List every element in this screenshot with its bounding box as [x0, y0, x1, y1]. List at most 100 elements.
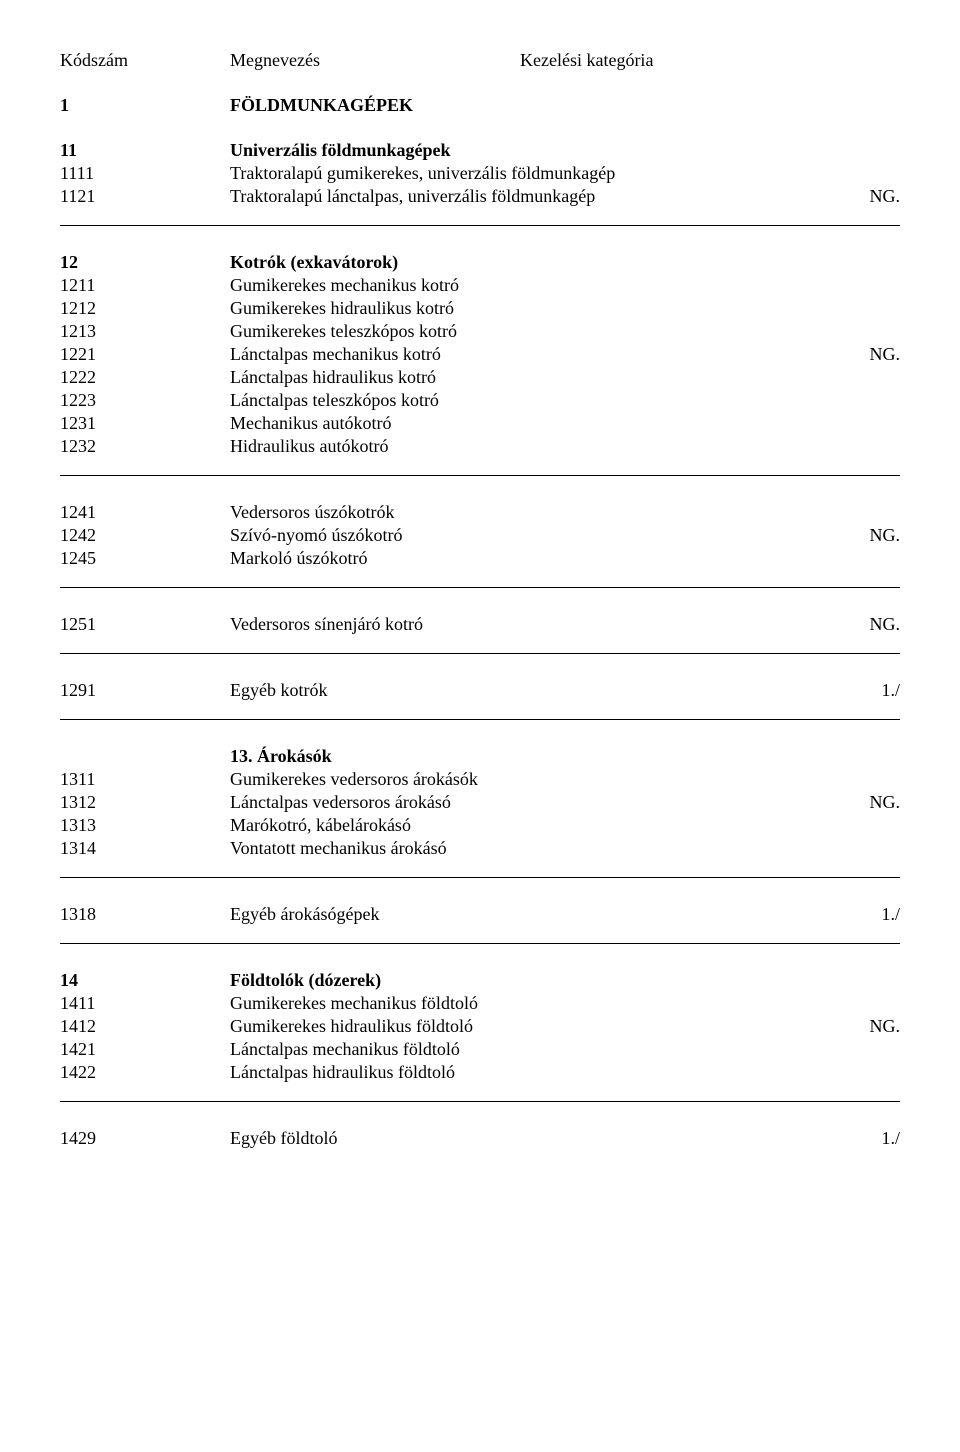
- name: Markoló úszókotró: [230, 548, 830, 569]
- name: Lánctalpas vedersoros árokásó: [230, 792, 830, 813]
- code: 1222: [60, 367, 230, 388]
- name: Vedersoros sínenjáró kotró: [230, 614, 830, 635]
- divider: [60, 943, 900, 944]
- row-1212: 1212 Gumikerekes hidraulikus kotró: [60, 298, 900, 319]
- cat: NG.: [830, 186, 900, 207]
- code: 1232: [60, 436, 230, 457]
- name: Földtolók (dózerek): [230, 970, 830, 991]
- code: 12: [60, 252, 230, 273]
- code: 1429: [60, 1128, 230, 1149]
- code: 1311: [60, 769, 230, 790]
- divider: [60, 587, 900, 588]
- code: 1312: [60, 792, 230, 813]
- code: 1: [60, 95, 230, 116]
- code: 1211: [60, 275, 230, 296]
- code: 1245: [60, 548, 230, 569]
- code: 1291: [60, 680, 230, 701]
- row-1121: 1121 Traktoralapú lánctalpas, univerzáli…: [60, 186, 900, 207]
- name: Kotrók (exkavátorok): [230, 252, 830, 273]
- name: FÖLDMUNKAGÉPEK: [230, 95, 830, 116]
- name: Vontatott mechanikus árokásó: [230, 838, 830, 859]
- code: 1223: [60, 390, 230, 411]
- row-1232: 1232 Hidraulikus autókotró: [60, 436, 900, 457]
- row-1222: 1222 Lánctalpas hidraulikus kotró: [60, 367, 900, 388]
- cat: 1./: [830, 680, 900, 701]
- code: 1318: [60, 904, 230, 925]
- name: Egyéb kotrók: [230, 680, 830, 701]
- name: Gumikerekes hidraulikus kotró: [230, 298, 830, 319]
- divider: [60, 1101, 900, 1102]
- row-1221: 1221 Lánctalpas mechanikus kotró NG.: [60, 344, 900, 365]
- row-1241: 1241 Vedersoros úszókotrók: [60, 502, 900, 523]
- code: 1411: [60, 993, 230, 1014]
- code: 1241: [60, 502, 230, 523]
- row-1312: 1312 Lánctalpas vedersoros árokásó NG.: [60, 792, 900, 813]
- header-cat: Kezelési kategória: [520, 50, 653, 71]
- header-name-wrap: Megnevezés Kezelési kategória: [230, 50, 830, 71]
- row-1411: 1411 Gumikerekes mechanikus földtoló: [60, 993, 900, 1014]
- row-1429: 1429 Egyéb földtoló 1./: [60, 1128, 900, 1149]
- cat: 1./: [830, 1128, 900, 1149]
- name: Traktoralapú lánctalpas, univerzális föl…: [230, 186, 830, 207]
- row-1242: 1242 Szívó-nyomó úszókotró NG.: [60, 525, 900, 546]
- name: Lánctalpas mechanikus földtoló: [230, 1039, 830, 1060]
- code: 1231: [60, 413, 230, 434]
- code: 1412: [60, 1016, 230, 1037]
- row-1223: 1223 Lánctalpas teleszkópos kotró: [60, 390, 900, 411]
- code: 1212: [60, 298, 230, 319]
- name: Traktoralapú gumikerekes, univerzális fö…: [230, 163, 830, 184]
- name: Lánctalpas hidraulikus kotró: [230, 367, 830, 388]
- cat: NG.: [830, 525, 900, 546]
- row-1111: 1111 Traktoralapú gumikerekes, univerzál…: [60, 163, 900, 184]
- name: Gumikerekes mechanikus földtoló: [230, 993, 830, 1014]
- code: 14: [60, 970, 230, 991]
- row-1213: 1213 Gumikerekes teleszkópos kotró: [60, 321, 900, 342]
- name: Egyéb árokásógépek: [230, 904, 830, 925]
- section-13: 13. Árokásók: [60, 746, 900, 767]
- name: Gumikerekes hidraulikus földtoló: [230, 1016, 830, 1037]
- name: Marókotró, kábelárokásó: [230, 815, 830, 836]
- code: 1221: [60, 344, 230, 365]
- name: Vedersoros úszókotrók: [230, 502, 830, 523]
- name: Lánctalpas teleszkópos kotró: [230, 390, 830, 411]
- row-1291: 1291 Egyéb kotrók 1./: [60, 680, 900, 701]
- cat: 1./: [830, 904, 900, 925]
- cat: NG.: [830, 1016, 900, 1037]
- code: 1314: [60, 838, 230, 859]
- code: 1422: [60, 1062, 230, 1083]
- divider: [60, 877, 900, 878]
- name: Gumikerekes vedersoros árokásók: [230, 769, 830, 790]
- name: 13. Árokásók: [230, 746, 830, 767]
- cat: NG.: [830, 614, 900, 635]
- section-11: 11 Univerzális földmunkagépek: [60, 140, 900, 161]
- row-1313: 1313 Marókotró, kábelárokásó: [60, 815, 900, 836]
- cat: NG.: [830, 792, 900, 813]
- header-code: Kódszám: [60, 50, 230, 71]
- header-name: Megnevezés: [230, 50, 320, 70]
- divider: [60, 653, 900, 654]
- name: Egyéb földtoló: [230, 1128, 830, 1149]
- code: 1213: [60, 321, 230, 342]
- section-12: 12 Kotrók (exkavátorok): [60, 252, 900, 273]
- name: Mechanikus autókotró: [230, 413, 830, 434]
- row-1422: 1422 Lánctalpas hidraulikus földtoló: [60, 1062, 900, 1083]
- divider: [60, 719, 900, 720]
- row-1318: 1318 Egyéb árokásógépek 1./: [60, 904, 900, 925]
- row-1421: 1421 Lánctalpas mechanikus földtoló: [60, 1039, 900, 1060]
- divider: [60, 475, 900, 476]
- name: Gumikerekes mechanikus kotró: [230, 275, 830, 296]
- name: Szívó-nyomó úszókotró: [230, 525, 830, 546]
- code: 1111: [60, 163, 230, 184]
- row-1314: 1314 Vontatott mechanikus árokásó: [60, 838, 900, 859]
- row-1245: 1245 Markoló úszókotró: [60, 548, 900, 569]
- section-14: 14 Földtolók (dózerek): [60, 970, 900, 991]
- name: Lánctalpas hidraulikus földtoló: [230, 1062, 830, 1083]
- code: 1421: [60, 1039, 230, 1060]
- row-1251: 1251 Vedersoros sínenjáró kotró NG.: [60, 614, 900, 635]
- row-1311: 1311 Gumikerekes vedersoros árokásók: [60, 769, 900, 790]
- row-1231: 1231 Mechanikus autókotró: [60, 413, 900, 434]
- section-1: 1 FÖLDMUNKAGÉPEK: [60, 95, 900, 116]
- code: 1251: [60, 614, 230, 635]
- name: Gumikerekes teleszkópos kotró: [230, 321, 830, 342]
- row-1412: 1412 Gumikerekes hidraulikus földtoló NG…: [60, 1016, 900, 1037]
